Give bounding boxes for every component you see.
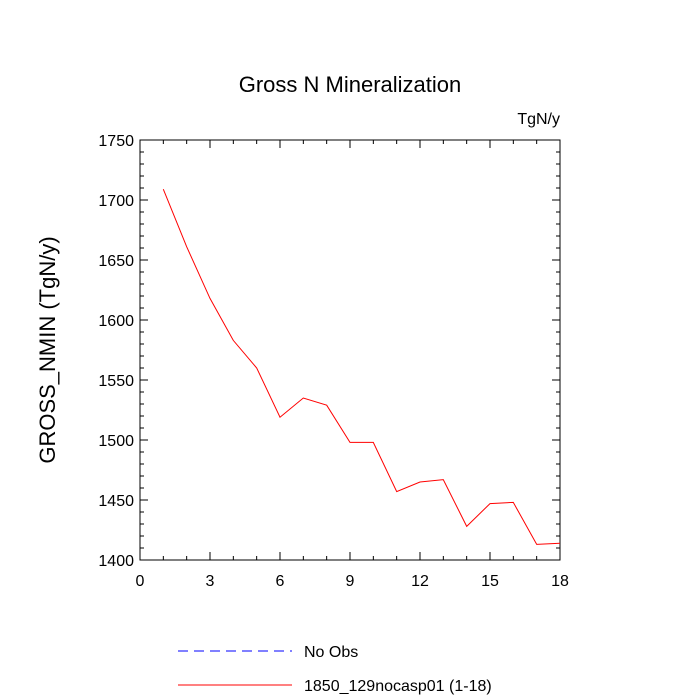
y-tick-label: 1750 — [98, 133, 134, 150]
plot-frame — [139, 139, 561, 561]
x-tick-label: 15 — [481, 573, 499, 590]
x-tick-label: 3 — [206, 573, 215, 590]
x-tick-label: 9 — [346, 573, 355, 590]
y-tick-label: 1500 — [98, 433, 134, 450]
y-axis-label: GROSS_NMIN (TgN/y) — [35, 236, 60, 463]
legend-label: No Obs — [304, 644, 358, 661]
x-tick-label: 0 — [136, 573, 145, 590]
x-tick-label: 12 — [411, 573, 429, 590]
y-tick-label: 1400 — [98, 553, 134, 570]
y-tick-label: 1600 — [98, 313, 134, 330]
x-tick-label: 6 — [276, 573, 285, 590]
legend: No Obs 1850_129nocasp01 (1-18) — [178, 644, 492, 695]
legend-label: 1850_129nocasp01 (1-18) — [304, 678, 492, 695]
y-tick-label: 1550 — [98, 373, 134, 390]
y-tick-label: 1450 — [98, 493, 134, 510]
units-label: TgN/y — [517, 111, 560, 128]
x-tick-label: 18 — [551, 573, 569, 590]
y-tick-label: 1700 — [98, 193, 134, 210]
plot-area: 0 3 6 9 12 15 18 1400 1450 1500 1550 1600 1650 1700 17… — [98, 133, 569, 590]
series-line — [162, 189, 561, 545]
y-tick-label: 1650 — [98, 253, 134, 270]
chart-title: Gross N Mineralization — [239, 72, 462, 97]
